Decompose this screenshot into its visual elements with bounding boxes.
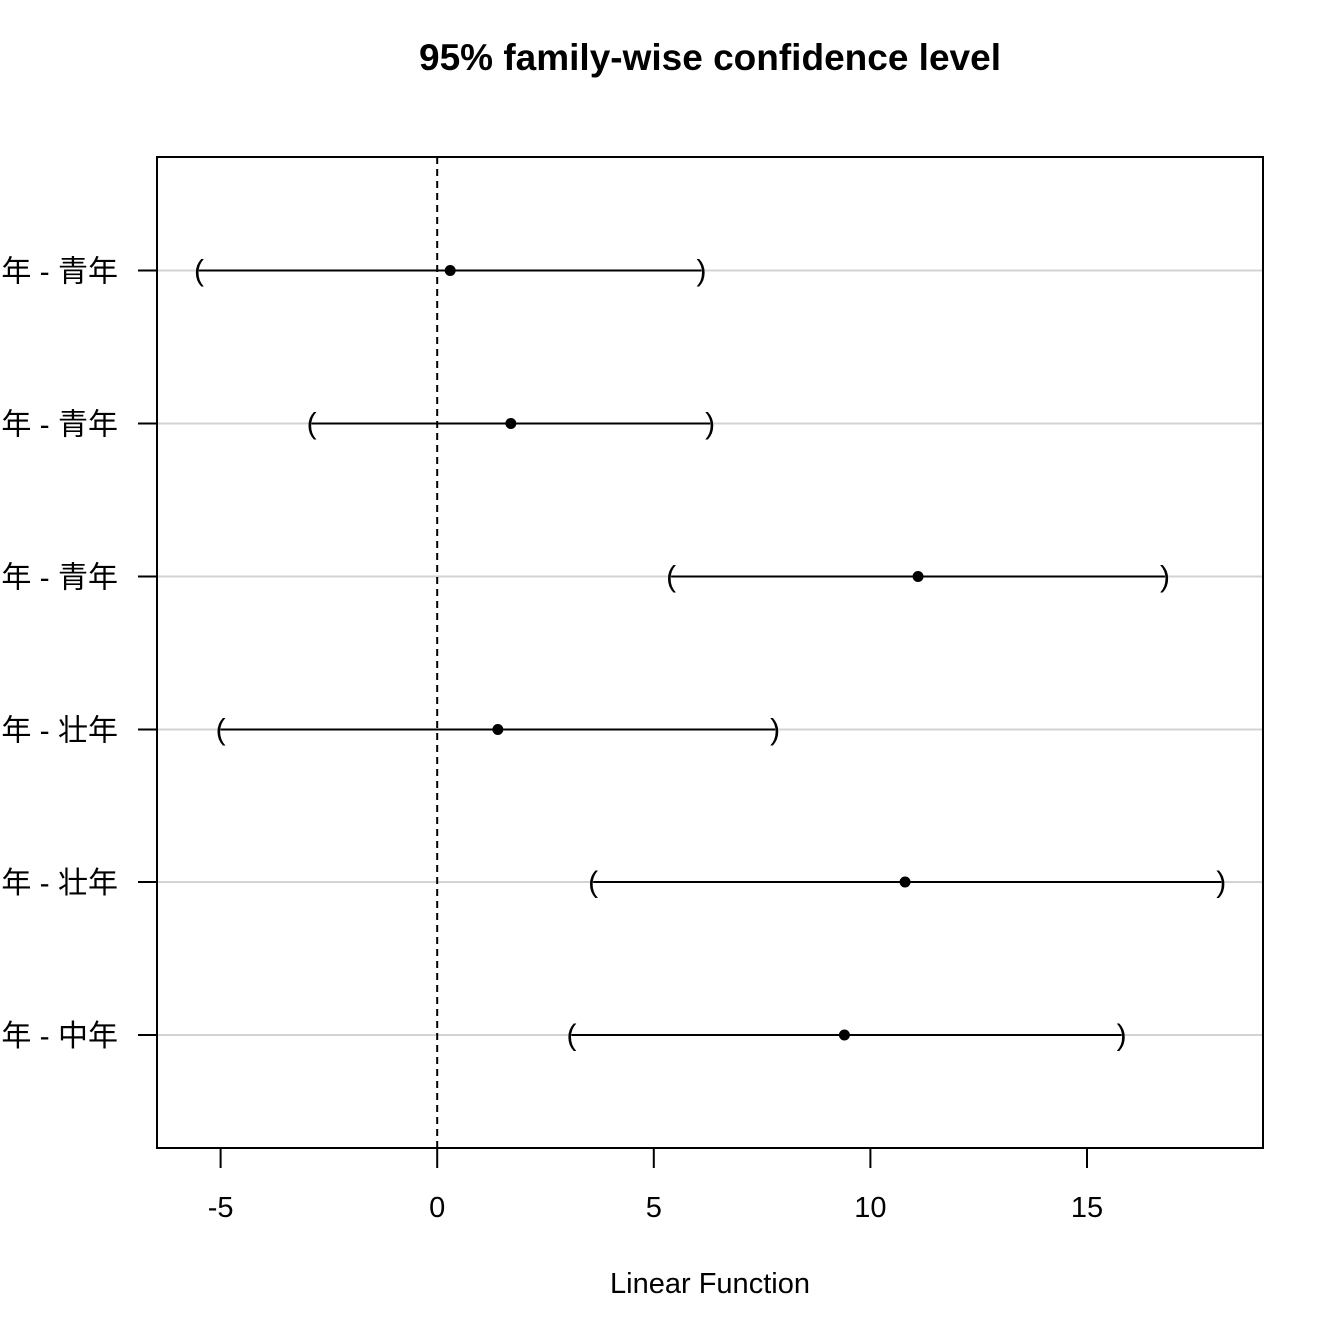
estimate-point bbox=[912, 571, 924, 582]
plot-frame bbox=[156, 156, 1264, 1149]
interval-lower-bracket: ( bbox=[194, 255, 204, 288]
interval-upper-bracket: ) bbox=[696, 255, 706, 288]
estimate-point bbox=[838, 1029, 850, 1041]
interval-lower-bracket: ( bbox=[216, 714, 226, 747]
x-tick-label: 0 bbox=[429, 1192, 445, 1224]
grid-lines bbox=[157, 269, 1263, 1036]
chart-title: 95% family-wise confidence level bbox=[419, 37, 1001, 78]
interval-lower-bracket: ( bbox=[307, 408, 317, 441]
y-axis: 年 - 青年年 - 青年年 - 青年年 - 壮年年 - 壮年年 - 中年 bbox=[1, 256, 157, 1053]
x-axis: -5 0 5 10 15 bbox=[208, 1147, 1103, 1224]
y-tick-label: 年 - 青年 bbox=[1, 562, 118, 595]
x-tick-label: 15 bbox=[1071, 1192, 1103, 1224]
y-tick-label: 年 - 青年 bbox=[1, 409, 118, 442]
interval: () bbox=[216, 714, 780, 747]
interval-upper-bracket: ) bbox=[1216, 866, 1226, 899]
y-tick-label: 年 - 中年 bbox=[1, 1020, 118, 1053]
estimate-point bbox=[505, 418, 517, 429]
x-tick-label: -5 bbox=[208, 1192, 234, 1224]
interval: () bbox=[307, 408, 716, 441]
interval-lower-bracket: ( bbox=[588, 866, 598, 899]
interval: () bbox=[588, 866, 1226, 899]
interval: () bbox=[566, 1019, 1126, 1052]
interval-upper-bracket: ) bbox=[1160, 561, 1170, 594]
interval-upper-bracket: ) bbox=[705, 408, 715, 441]
estimate-point bbox=[492, 724, 504, 735]
x-tick-label: 10 bbox=[854, 1192, 886, 1224]
y-tick-label: 年 - 壮年 bbox=[1, 715, 118, 748]
y-tick-label: 年 - 壮年 bbox=[1, 867, 118, 900]
x-axis-label: Linear Function bbox=[610, 1268, 810, 1300]
x-tick-label: 5 bbox=[646, 1192, 662, 1224]
interval-lower-bracket: ( bbox=[666, 561, 676, 594]
interval: () bbox=[666, 561, 1170, 594]
interval-upper-bracket: ) bbox=[1117, 1019, 1127, 1052]
estimate-point bbox=[444, 265, 456, 276]
interval-upper-bracket: ) bbox=[770, 714, 780, 747]
estimate-point bbox=[899, 876, 911, 888]
intervals: ()()()()()() bbox=[194, 255, 1226, 1053]
interval: () bbox=[194, 255, 707, 288]
interval-lower-bracket: ( bbox=[566, 1019, 576, 1052]
y-tick-label: 年 - 青年 bbox=[1, 256, 118, 289]
